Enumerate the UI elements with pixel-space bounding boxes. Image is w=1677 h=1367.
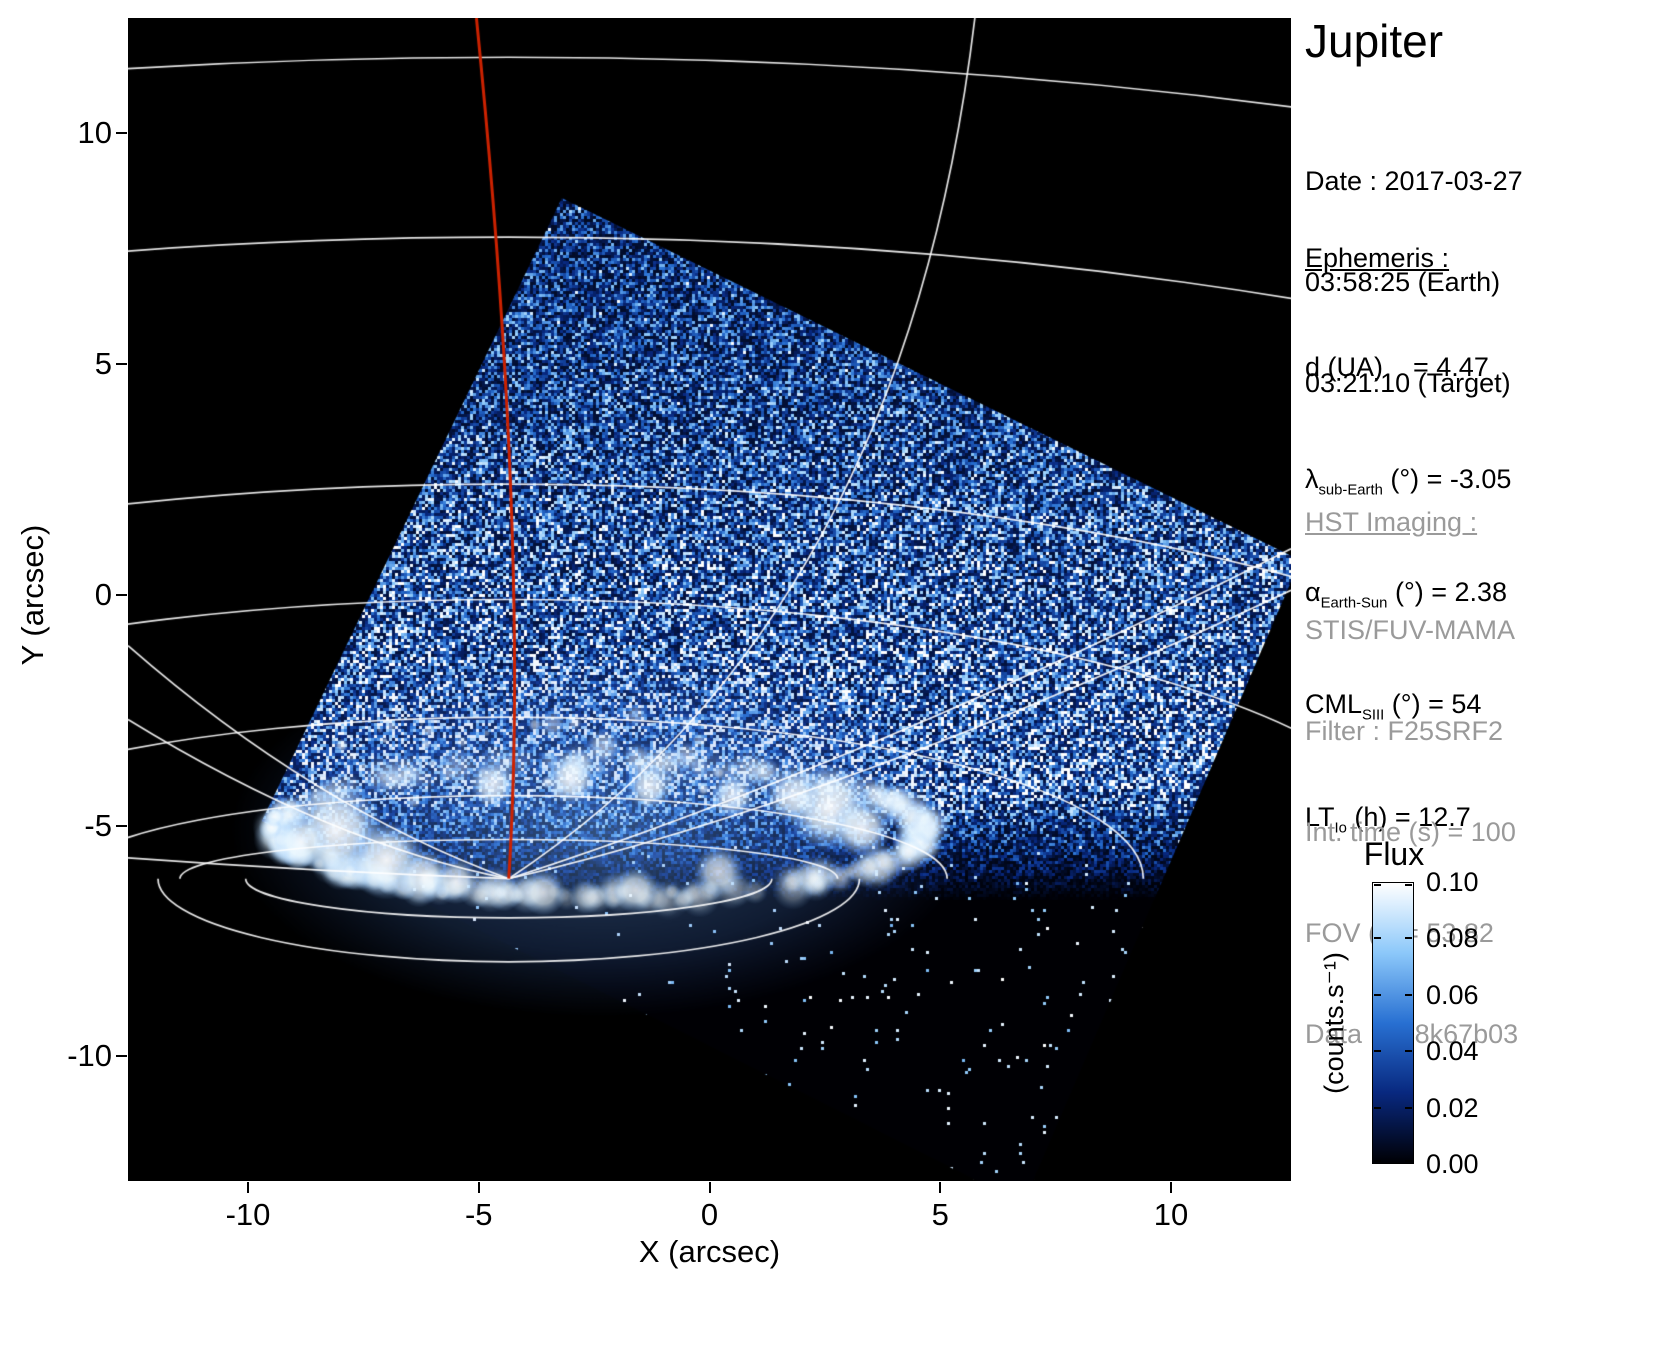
x-tick-mark <box>477 1182 480 1193</box>
ephemeris-heading: Ephemeris : <box>1305 243 1450 273</box>
y-tick-mark <box>116 1055 127 1058</box>
ephemeris-item-value: (°) = 54 <box>1384 689 1482 720</box>
colorbar-tick-mark <box>1374 884 1381 886</box>
ephemeris-block: d (UA) = 4.47 λsub-Earth (°) = -3.05 αEa… <box>1305 286 1511 910</box>
x-tick-mark <box>1170 1182 1172 1193</box>
y-tick-mark <box>116 593 127 596</box>
ephemeris-item-base: d (UA) <box>1305 352 1384 382</box>
x-tick-label: -5 <box>464 1197 493 1232</box>
time-target-line: 03:21:10 (Target) <box>1305 368 1511 398</box>
colorbar-tick-mark <box>1405 884 1412 886</box>
colorbar-tick-mark <box>1405 1050 1412 1053</box>
colorbar-tick-mark <box>1405 1106 1412 1109</box>
jupiter-fuv-image-canvas <box>128 18 1291 1181</box>
colorbar-tick-mark <box>1405 993 1412 996</box>
ephemeris-item-io-local-time: LTIo (h) = 12.7 <box>1305 798 1511 848</box>
colorbar-tick-mark <box>1405 937 1412 940</box>
hst-filter-line: Filter : F25SRF2 <box>1305 716 1504 746</box>
y-tick-mark <box>116 824 127 827</box>
ephemeris-item-base: λ <box>1305 464 1319 495</box>
ephemeris-item-sub: sub-Earth <box>1318 482 1383 499</box>
ephemeris-item-value: = 4.47 <box>1383 352 1489 382</box>
ephemeris-item-phase-angle: αEarth-Sun (°) = 2.38 <box>1305 573 1511 623</box>
date-line: Date : 2017-03-27 <box>1305 166 1523 196</box>
colorbar-tick-mark <box>1374 937 1381 940</box>
x-tick-label: 10 <box>1153 1197 1189 1232</box>
ephemeris-item-subearth-lat: λsub-Earth (°) = -3.05 <box>1305 460 1511 510</box>
y-tick-label: 10 <box>77 115 112 151</box>
observation-time-block: Date : 2017-03-27 03:58:25 (Earth) 03:21… <box>1305 100 1523 465</box>
colorbar-tick-label: 0.02 <box>1426 1092 1479 1123</box>
colorbar-bar <box>1372 882 1414 1164</box>
x-tick-label: 0 <box>700 1197 719 1232</box>
colorbar-tick-mark <box>1374 993 1381 996</box>
y-tick-label: -5 <box>84 807 112 843</box>
y-tick-label: 5 <box>94 346 112 382</box>
colorbar-tick-label: 0.08 <box>1426 923 1479 954</box>
y-tick-mark <box>116 363 127 366</box>
colorbar-tick-label: 0.06 <box>1426 979 1479 1010</box>
y-tick-label: 0 <box>94 576 112 612</box>
ephemeris-item-sub: Earth-Sun <box>1320 595 1388 612</box>
x-tick-mark <box>939 1182 942 1193</box>
colorbar-tick-mark <box>1374 1106 1381 1109</box>
x-tick-mark <box>246 1182 249 1193</box>
ephemeris-item-base: CML <box>1305 689 1363 720</box>
x-tick-label: 5 <box>931 1197 949 1232</box>
panel-title: Jupiter <box>1305 15 1444 67</box>
ephemeris-item-cml: CMLSIII (°) = 54 <box>1305 685 1511 735</box>
colorbar-tick-label: 0.04 <box>1426 1036 1479 1067</box>
x-tick-label: -10 <box>225 1197 271 1232</box>
ephemeris-item-distance: d (UA) = 4.47 <box>1305 348 1511 398</box>
colorbar-tick-mark <box>1374 1160 1381 1162</box>
ephemeris-item-value: (°) = 2.38 <box>1387 576 1508 607</box>
ephemeris-item-value: (°) = -3.05 <box>1382 464 1512 495</box>
colorbar-unit-label: (counts.s⁻¹) <box>1319 952 1349 1094</box>
ephemeris-item-base: α <box>1305 576 1321 607</box>
x-axis-title: X (arcsec) <box>638 1234 781 1269</box>
ephemeris-item-sub: SIII <box>1362 707 1385 724</box>
ephemeris-item-value: (h) = 12.7 <box>1346 801 1471 832</box>
colorbar-title: Flux <box>1363 836 1425 872</box>
colorbar-tick-label: 0.00 <box>1426 1149 1479 1179</box>
hst-imaging-heading: HST Imaging : <box>1305 507 1478 537</box>
colorbar-tick-mark <box>1374 1050 1381 1053</box>
time-earth-line: 03:58:25 (Earth) <box>1305 267 1501 297</box>
y-tick-label: -10 <box>67 1038 112 1074</box>
x-tick-mark <box>708 1182 711 1193</box>
colorbar-tick-mark <box>1405 1160 1412 1162</box>
y-tick-mark <box>116 132 127 135</box>
colorbar-tick-label: 0.10 <box>1426 867 1479 897</box>
ephemeris-item-base: LT <box>1305 801 1335 832</box>
hst-instrument-line: STIS/FUV-MAMA <box>1305 615 1516 645</box>
ephemeris-item-sub: Io <box>1334 819 1347 836</box>
hst-int-time-line: Int. time (s) = 100 <box>1305 817 1516 847</box>
